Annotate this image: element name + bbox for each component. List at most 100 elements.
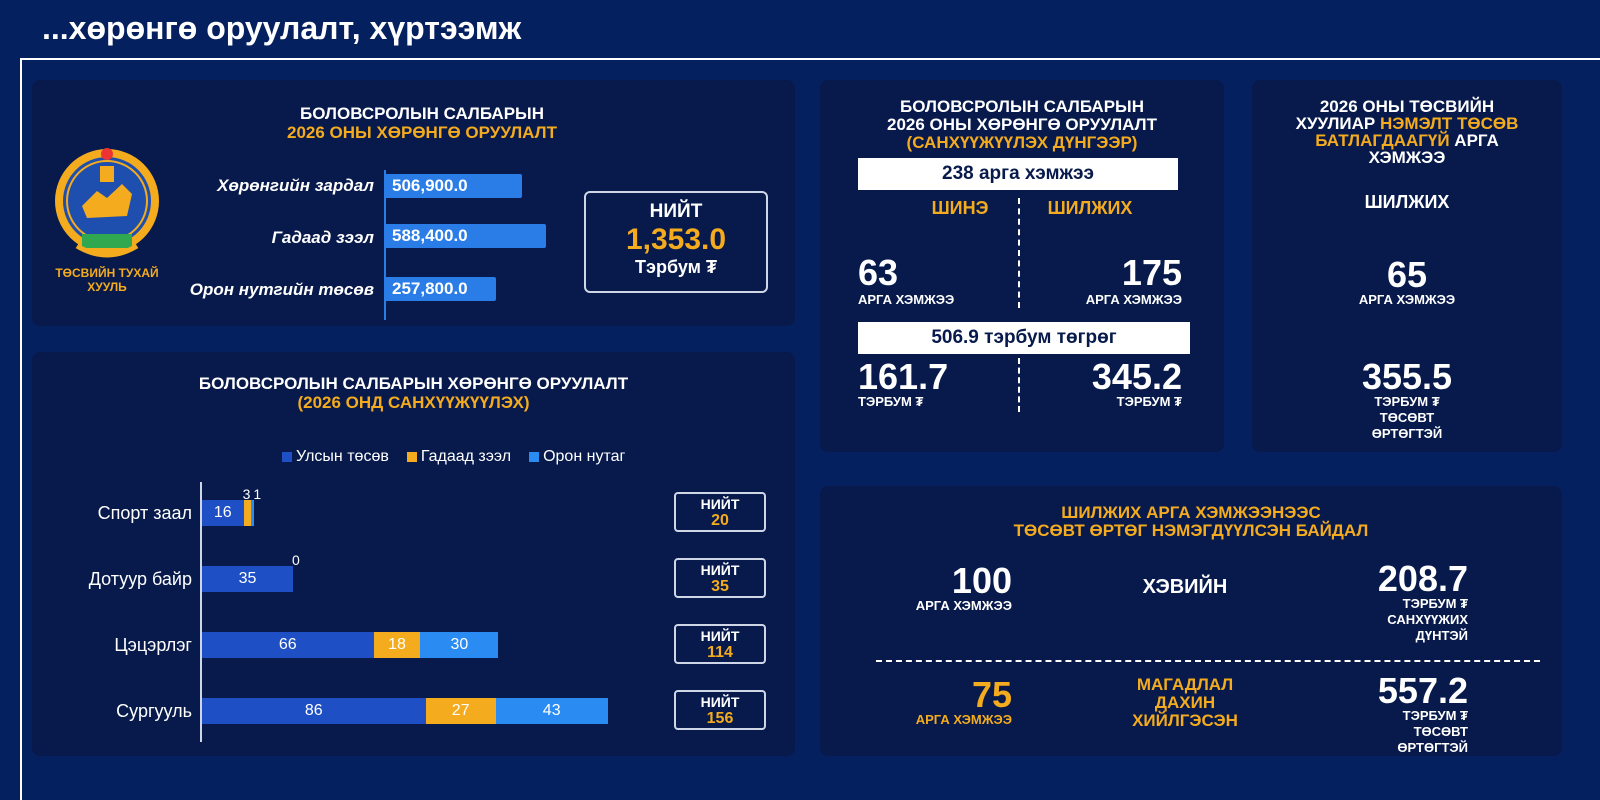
legend-label: Орон нутаг	[543, 448, 626, 465]
budget-title-line1: 2026 ОНЫ ТӨСВИЙН	[1319, 97, 1495, 116]
bar-segment	[202, 566, 293, 592]
financing-transfer-count: 175	[1121, 252, 1182, 293]
bar-segment	[243, 500, 252, 526]
legend-label: Улсын төсөв	[296, 448, 389, 465]
summary-title-line1: БОЛОВСРОЛЫН САЛБАРЫН	[300, 104, 544, 123]
increase-row2-amount: 557.2	[1377, 670, 1468, 711]
increase-row2-unit-line3: ӨРТӨГТЭЙ	[1397, 740, 1468, 755]
category-total-value: 20	[711, 512, 729, 529]
bar-value-label: 3	[242, 486, 251, 502]
budget-title-line2b: НЭМЭЛТ ТӨСӨВ	[1379, 114, 1519, 133]
budget-title: 2026 ОНЫ ТӨСВИЙН ХУУЛИАР НЭМЭЛТ ТӨСӨВ БА…	[1252, 98, 1562, 166]
bar-value-label: 30	[450, 636, 469, 653]
budget-amount-unit-line3: ӨРТӨГТЭЙ	[1371, 426, 1443, 441]
financing-transfer-header: ШИЛЖИХ	[1047, 198, 1133, 218]
bar-value-label: 27	[451, 702, 470, 719]
financing-amount-band: 506.9 тэрбум төгрөг	[858, 322, 1190, 354]
increase-divider	[876, 660, 1540, 662]
legend-item: Улсын төсөв	[282, 448, 389, 466]
budget-amount: 355.5	[1361, 356, 1453, 397]
bar-value-label: 1	[253, 486, 262, 502]
bar-segment	[202, 632, 374, 658]
financing-title-line3: (САНХҮҮЖҮҮЛЭХ ДҮНГЭЭР)	[906, 133, 1138, 152]
increase-row2-unit: ТЭРБУМ ₮ ТӨСӨВТ ӨРТӨГТЭЙ	[1340, 708, 1468, 756]
increase-row1-unit-line2: САНХҮҮЖИХ	[1387, 612, 1468, 627]
financing-title-line1: БОЛОВСРОЛЫН САЛБАРЫН	[900, 97, 1144, 116]
chart-title-line1: БОЛОВСРОЛЫН САЛБАРЫН ХӨРӨНГӨ ОРУУЛАЛТ	[198, 374, 629, 393]
summary-bar-label: Хөрөнгийн зардал	[217, 176, 374, 195]
bar-segment	[425, 698, 496, 724]
category-total-label: НИЙТ	[700, 496, 740, 512]
budget-count: 65	[1386, 254, 1428, 295]
increase-row2-unit-line2: ТӨСӨВТ	[1413, 724, 1468, 739]
financing-card: БОЛОВСРОЛЫН САЛБАРЫН 2026 ОНЫ ХӨРӨНГӨ ОР…	[820, 80, 1224, 452]
budget-amount-unit: ТЭРБУМ ₮ ТӨСӨВТ ӨРТӨГТЭЙ	[1252, 394, 1562, 442]
category-label: Цэцэрлэг	[114, 635, 192, 655]
financing-transfer-amount-unit: ТЭРБУМ ₮	[1116, 394, 1182, 409]
bar-segment	[202, 500, 244, 526]
bar-segment	[495, 698, 608, 724]
page-title: ...хөрөнгө оруулалт, хүртээмж	[42, 10, 522, 46]
bar-segment	[373, 632, 421, 658]
bar-segment	[251, 500, 254, 526]
budget-title-line2: ХУУЛИАР НЭМЭЛТ ТӨСӨВ	[1252, 115, 1562, 132]
summary-card: БОЛОВСРОЛЫН САЛБАРЫН 2026 ОНЫ ХӨРӨНГӨ ОР…	[32, 80, 795, 326]
chart-legend: Улсын төсөв Гадаад зээл Орон нутаг	[282, 448, 625, 466]
bar-value-label: 86	[304, 702, 323, 719]
increase-row1-count-unit: АРГА ХЭМЖЭЭ	[915, 598, 1012, 613]
increase-row1-amount: 208.7	[1377, 558, 1468, 599]
summary-total-label: НИЙТ	[649, 201, 703, 222]
budget-count-unit: АРГА ХЭМЖЭЭ	[1358, 292, 1456, 307]
summary-title-line2: 2026 ОНЫ ХӨРӨНГӨ ОРУУЛАЛТ	[287, 123, 557, 142]
emblem-label-line1: ТӨСВИЙН ТУХАЙ	[55, 266, 159, 280]
increase-row2-status-line3: ХИЙЛГЭСЭН	[1132, 711, 1238, 730]
category-total-label: НИЙТ	[700, 562, 740, 578]
budget-title-line3a: БАТЛАГДААГҮЙ	[1315, 131, 1450, 150]
financing-new-count-unit: АРГА ХЭМЖЭЭ	[858, 292, 955, 307]
emblem-label-line2: ХУУЛЬ	[87, 280, 127, 294]
financing-title-line2: 2026 ОНЫ ХӨРӨНГӨ ОРУУЛАЛТ	[887, 115, 1157, 134]
increase-row1-unit-line3: ДҮНТЭЙ	[1415, 628, 1468, 643]
summary-total-box: НИЙТ 1,353.0 Тэрбум ₮	[584, 191, 768, 293]
state-emblem-icon	[55, 148, 159, 258]
category-label: Спорт заал	[97, 503, 192, 523]
summary-total-value: 1,353.0	[625, 223, 727, 256]
chart-card: БОЛОВСРОЛЫН САЛБАРЫН ХӨРӨНГӨ ОРУУЛАЛТ (2…	[32, 352, 795, 756]
category-total-box: НИЙТ 20	[674, 492, 766, 532]
increase-title-line1: ШИЛЖИХ АРГА ХЭМЖЭЭНЭЭС	[1061, 503, 1321, 522]
summary-bar-label: Гадаад зээл	[271, 228, 374, 247]
budget-amount-unit-line1: ТЭРБУМ ₮	[1374, 394, 1440, 409]
category-label: Дотуур байр	[88, 569, 192, 589]
increase-row1-count: 100	[951, 560, 1012, 601]
budget-title-line4: ХЭМЖЭЭ	[1368, 148, 1446, 167]
increase-row2-count-unit: АРГА ХЭМЖЭЭ	[915, 712, 1012, 727]
category-total-box: НИЙТ 114	[674, 624, 766, 664]
increase-title-line2: ТӨСӨВТ ӨРТӨГ НЭМЭГДҮҮЛСЭН БАЙДАЛ	[1013, 521, 1369, 540]
summary-bar-value: 506,900.0	[384, 174, 522, 198]
increase-card: ШИЛЖИХ АРГА ХЭМЖЭЭНЭЭС ТӨСӨВТ ӨРТӨГ НЭМЭ…	[820, 486, 1562, 756]
summary-bar-label: Орон нутгийн төсөв	[189, 280, 374, 299]
budget-card: 2026 ОНЫ ТӨСВИЙН ХУУЛИАР НЭМЭЛТ ТӨСӨВ БА…	[1252, 80, 1562, 452]
summary-bar-value: 257,800.0	[384, 277, 496, 301]
financing-transfer-count-unit: АРГА ХЭМЖЭЭ	[1085, 292, 1182, 307]
category-total-value: 35	[711, 578, 729, 595]
bar-value-label: 0	[292, 552, 300, 568]
content-frame	[20, 58, 1600, 800]
bar-value-label: 43	[542, 702, 561, 719]
chart-title-line2: (2026 ОНД САНХҮҮЖҮҮЛЭХ)	[297, 393, 530, 412]
chart-axis	[200, 482, 202, 742]
financing-new-header: ШИНЭ	[931, 198, 989, 218]
category-total-box: НИЙТ 35	[674, 558, 766, 598]
increase-row1-status: ХЭВИЙН	[1142, 576, 1228, 598]
financing-transfer-amount: 345.2	[1091, 356, 1182, 397]
financing-divider-top	[1018, 198, 1020, 308]
budget-title-line3: БАТЛАГДААГҮЙ АРГА	[1252, 132, 1562, 149]
summary-bar-value: 588,400.0	[384, 224, 546, 248]
bar-value-label: 18	[388, 636, 406, 653]
increase-row2-count: 75	[971, 674, 1012, 715]
category-total-label: НИЙТ	[700, 628, 740, 644]
financing-new-amount: 161.7	[858, 356, 949, 397]
category-total-box: НИЙТ 156	[674, 690, 766, 730]
legend-item: Орон нутаг	[529, 448, 625, 466]
increase-row2-status-line1: МАГАДЛАЛ	[1136, 675, 1234, 694]
